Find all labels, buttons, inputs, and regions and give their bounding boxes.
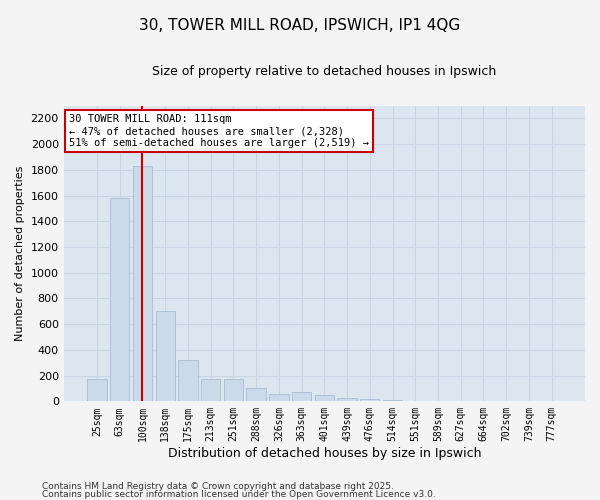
Bar bbox=[155, 312, 175, 402]
Y-axis label: Number of detached properties: Number of detached properties bbox=[15, 166, 25, 341]
Text: 30, TOWER MILL ROAD, IPSWICH, IP1 4QG: 30, TOWER MILL ROAD, IPSWICH, IP1 4QG bbox=[139, 18, 461, 32]
Bar bbox=[269, 394, 289, 402]
Bar bbox=[406, 400, 425, 402]
Text: Contains public sector information licensed under the Open Government Licence v3: Contains public sector information licen… bbox=[42, 490, 436, 499]
Bar bbox=[292, 392, 311, 402]
Text: Contains HM Land Registry data © Crown copyright and database right 2025.: Contains HM Land Registry data © Crown c… bbox=[42, 482, 394, 491]
X-axis label: Distribution of detached houses by size in Ipswich: Distribution of detached houses by size … bbox=[167, 447, 481, 460]
Text: 30 TOWER MILL ROAD: 111sqm
← 47% of detached houses are smaller (2,328)
51% of s: 30 TOWER MILL ROAD: 111sqm ← 47% of deta… bbox=[69, 114, 369, 148]
Bar bbox=[224, 379, 243, 402]
Bar bbox=[178, 360, 197, 402]
Bar bbox=[201, 379, 220, 402]
Bar bbox=[133, 166, 152, 402]
Bar bbox=[110, 198, 130, 402]
Bar bbox=[88, 379, 107, 402]
Bar bbox=[247, 388, 266, 402]
Title: Size of property relative to detached houses in Ipswich: Size of property relative to detached ho… bbox=[152, 65, 496, 78]
Bar bbox=[383, 400, 402, 402]
Bar bbox=[360, 399, 379, 402]
Bar bbox=[314, 395, 334, 402]
Bar bbox=[337, 398, 357, 402]
Bar bbox=[428, 401, 448, 402]
